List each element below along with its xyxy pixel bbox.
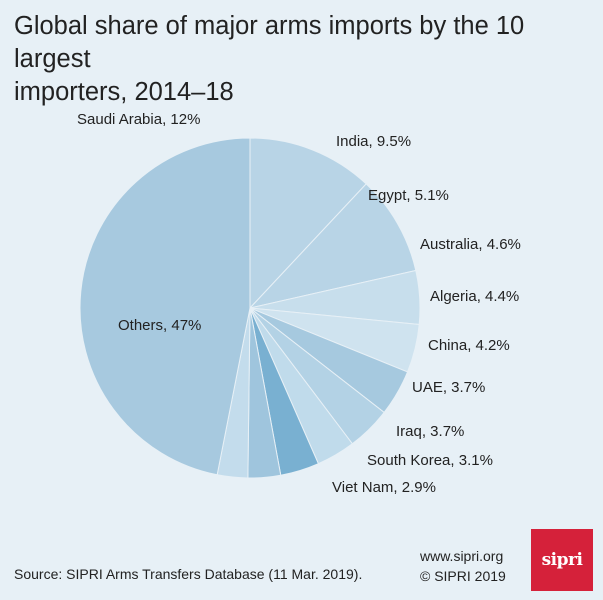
pie-slice-india (248, 183, 417, 309)
pie-label-viet-nam: Viet Nam, 2.9% (332, 479, 436, 496)
chart-title-line-1: Global share of major arms imports by th… (14, 12, 525, 73)
source-note: Source: SIPRI Arms Transfers Database (1… (14, 566, 363, 582)
pie-label-iraq: Iraq, 3.7% (396, 423, 464, 440)
pie-label-australia: Australia, 4.6% (420, 236, 521, 253)
chart-title-line-2: importers, 2014–18 (14, 78, 234, 106)
copyright-text: © SIPRI 2019 (420, 568, 506, 584)
pie-label-saudi-arabia: Saudi Arabia, 12% (77, 111, 200, 128)
pie-slices (79, 137, 421, 479)
pie-label-others: Others, 47% (118, 317, 201, 334)
pie-label-algeria: Algeria, 4.4% (430, 288, 519, 305)
pie-label-south-korea: South Korea, 3.1% (367, 452, 493, 469)
pie-labels: Saudi Arabia, 12% India, 9.5% Egypt, 5.1% A… (77, 111, 521, 496)
footer-credits: www.sipri.org © SIPRI 2019 (420, 546, 520, 586)
pie-slice-others (79, 137, 251, 476)
website-link[interactable]: www.sipri.org (420, 548, 504, 564)
chart-title: Global share of major arms imports by th… (14, 10, 594, 109)
pie-label-india: India, 9.5% (336, 133, 411, 150)
pie-label-egypt: Egypt, 5.1% (368, 187, 449, 204)
sipri-logo: sipri (531, 529, 593, 591)
pie-label-uae: UAE, 3.7% (412, 379, 485, 396)
pie-slice-saudi-arabia (249, 137, 367, 310)
logo-text: sipri (541, 550, 583, 570)
pie-label-china: China, 4.2% (428, 337, 510, 354)
